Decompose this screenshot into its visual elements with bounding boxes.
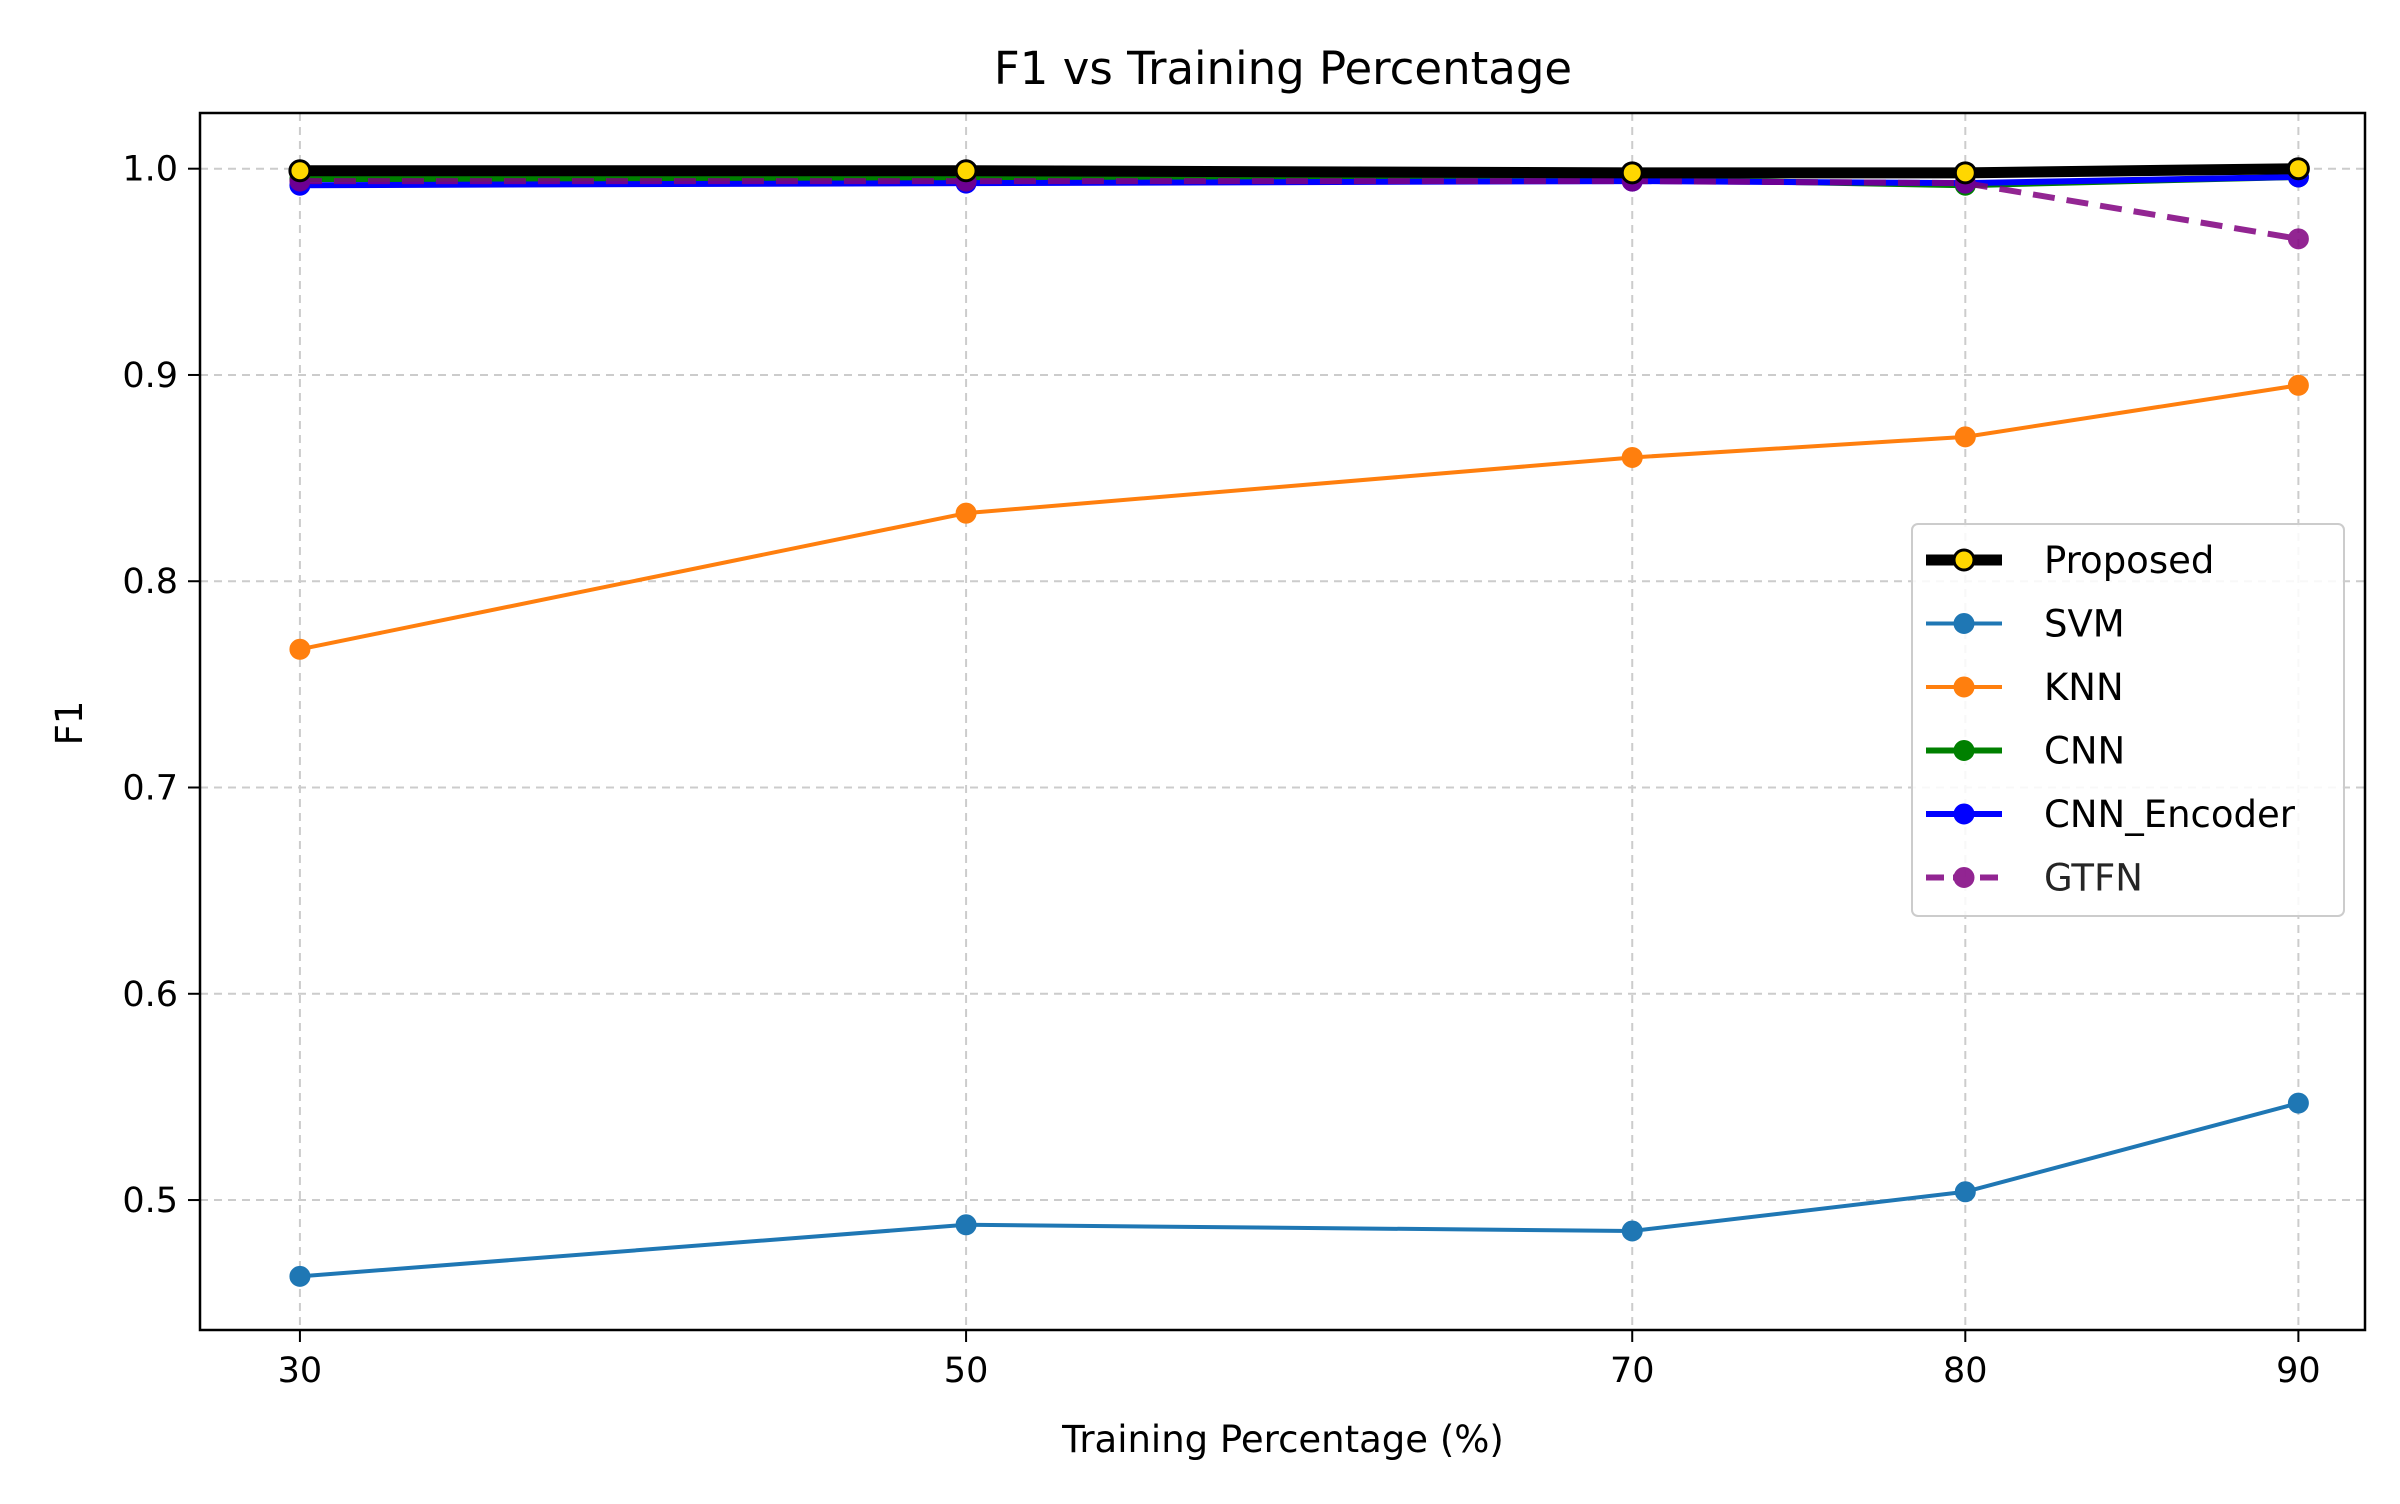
data-point (1621, 446, 1643, 468)
y-tick-label: 0.5 (122, 1181, 178, 1221)
data-point (2286, 157, 2310, 181)
series-knn (289, 374, 2309, 660)
legend-label: SVM (2044, 603, 2125, 646)
x-tick-label: 50 (944, 1351, 989, 1391)
x-tick-label: 30 (278, 1351, 323, 1391)
legend-label: GTFN (2044, 857, 2143, 900)
data-point (2287, 1092, 2309, 1114)
legend-marker (1952, 548, 1976, 572)
data-point (2287, 228, 2309, 250)
legend-entry-knn: KNN (1926, 666, 2124, 709)
data-point (2287, 374, 2309, 396)
y-axis-label: F1 (48, 701, 91, 746)
series-svm (289, 1092, 2309, 1287)
legend-entry-gtfn: GTFN (1926, 857, 2143, 900)
legend-entry-proposed: Proposed (1926, 539, 2214, 582)
y-tick-label: 0.8 (122, 562, 178, 602)
legend-label: CNN (2044, 730, 2125, 773)
data-point (1621, 1220, 1643, 1242)
legend-box (1911, 523, 2345, 917)
legend-entry-svm: SVM (1926, 603, 2125, 646)
series-lines (288, 157, 2310, 1287)
data-point (1620, 161, 1644, 185)
legend-label: CNN_Encoder (2044, 793, 2296, 836)
data-point (289, 1265, 311, 1287)
data-point (1954, 426, 1976, 448)
legend-marker (1953, 613, 1975, 634)
series-proposed (288, 157, 2310, 185)
y-tick-label: 0.7 (122, 769, 178, 809)
y-tick-label: 0.6 (122, 975, 178, 1015)
plot-frame (198, 111, 2367, 1332)
data-point (954, 159, 978, 183)
legend-marker (1953, 740, 1975, 761)
data-point (1953, 161, 1977, 185)
data-point (955, 502, 977, 524)
data-point (288, 159, 312, 183)
x-axis-label: Training Percentage (%) (1061, 1418, 1504, 1461)
legend-marker (1953, 676, 1975, 698)
legend-entry-cnn: CNN (1926, 730, 2125, 773)
legend-label: Proposed (2044, 539, 2214, 582)
data-point (955, 1214, 977, 1236)
legend-marker (1953, 867, 1975, 888)
y-tick-label: 0.9 (122, 356, 178, 396)
chart-title: F1 vs Training Percentage (994, 42, 1572, 95)
series-line (299, 163, 2299, 179)
data-point (1954, 1181, 1976, 1203)
legend-entry-cnn-encoder: CNN_Encoder (1926, 793, 2296, 836)
legend-marker (1953, 803, 1975, 825)
data-point (289, 638, 311, 660)
legend-label: KNN (2044, 666, 2124, 709)
axes: 30 50 70 80 90 0.5 0.6 0.7 0.8 0.9 1.0 (122, 111, 2367, 1391)
y-tick-label: 1.0 (122, 150, 178, 190)
legend: Proposed SVM KNN CNN CNN_Encoder GTFN (1911, 523, 2345, 917)
x-tick-label: 80 (1943, 1351, 1988, 1391)
x-tick-label: 90 (2276, 1351, 2321, 1391)
x-tick-label: 70 (1610, 1351, 1655, 1391)
